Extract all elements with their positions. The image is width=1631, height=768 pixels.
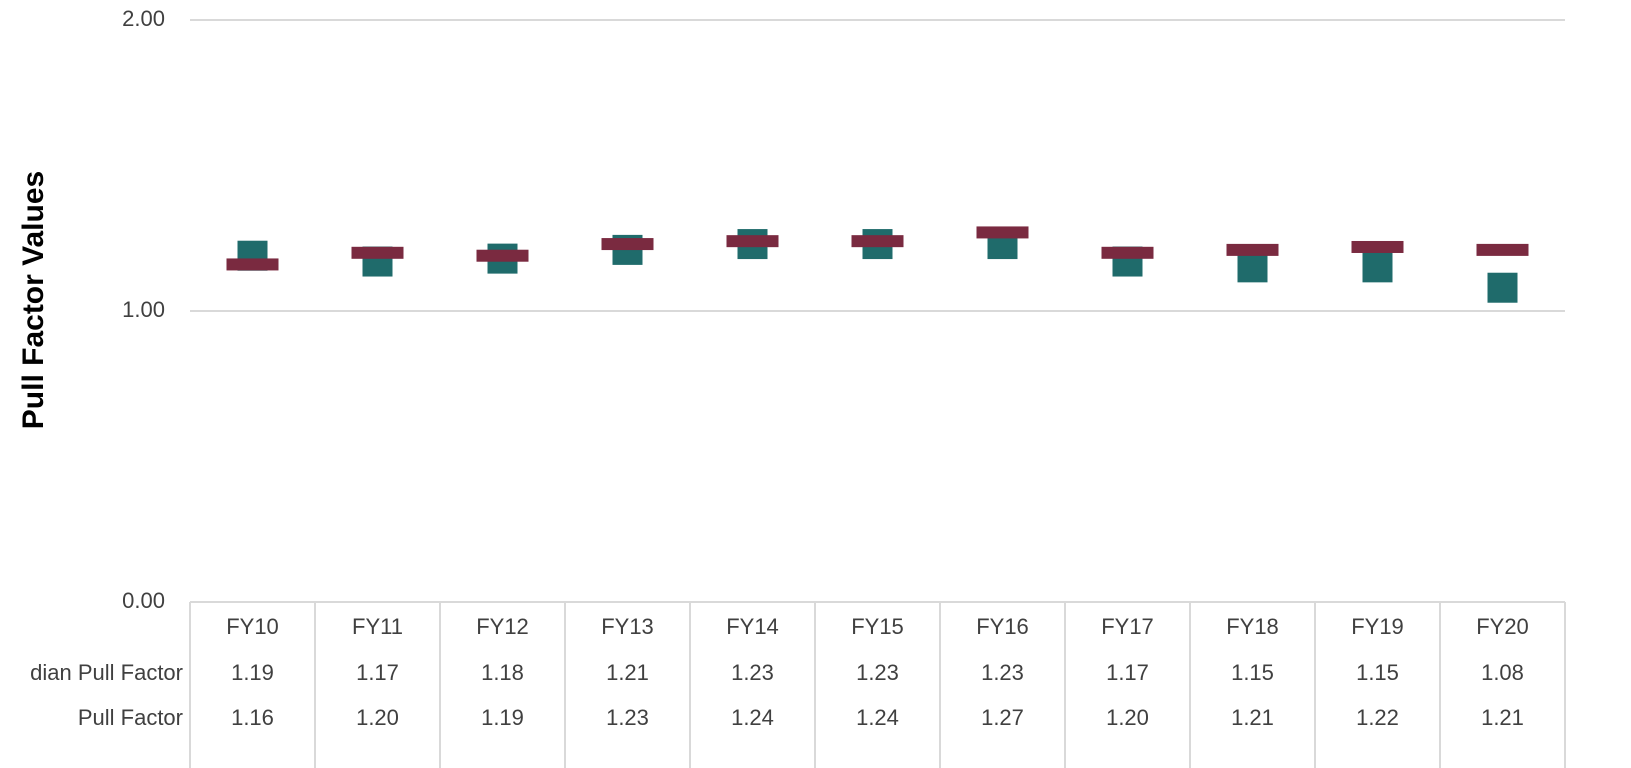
x-tick-label: FY17	[1101, 614, 1154, 639]
x-tick-label: FY10	[226, 614, 279, 639]
table-value: 1.23	[981, 660, 1024, 685]
table-value: 1.23	[731, 660, 774, 685]
x-tick-label: FY11	[352, 614, 403, 639]
table-value: 1.15	[1231, 660, 1274, 685]
mean-marker	[1226, 243, 1279, 256]
table-value: 1.16	[231, 705, 274, 730]
mean-marker	[601, 238, 654, 251]
x-tick-label: FY15	[851, 614, 904, 639]
x-tick-label: FY12	[476, 614, 529, 639]
table-value: 1.17	[356, 660, 399, 685]
table-value: 1.21	[1481, 705, 1524, 730]
table-value: 1.18	[481, 660, 524, 685]
x-tick-label: FY19	[1351, 614, 1404, 639]
series-name: dian Pull Factor	[30, 660, 183, 685]
table-value: 1.19	[231, 660, 274, 685]
table-value: 1.21	[1231, 705, 1274, 730]
table-value: 1.24	[731, 705, 774, 730]
series-name: Pull Factor	[78, 705, 183, 730]
table-value: 1.20	[1106, 705, 1149, 730]
table-value: 1.08	[1481, 660, 1524, 685]
x-tick-label: FY16	[976, 614, 1029, 639]
table-value: 1.15	[1356, 660, 1399, 685]
x-tick-label: FY20	[1476, 614, 1529, 639]
table-value: 1.17	[1106, 660, 1149, 685]
y-axis-title: Pull Factor Values	[17, 171, 50, 429]
table-value: 1.23	[606, 705, 649, 730]
table-value: 1.24	[856, 705, 899, 730]
mean-marker	[976, 226, 1029, 239]
mean-marker	[726, 235, 779, 248]
median-marker	[1237, 252, 1268, 283]
mean-marker	[1101, 246, 1154, 259]
y-tick-label: 2.00	[122, 6, 165, 31]
mean-marker	[351, 246, 404, 259]
median-marker	[1362, 252, 1393, 283]
table-value: 1.19	[481, 705, 524, 730]
mean-marker	[1476, 243, 1529, 256]
x-tick-label: FY18	[1226, 614, 1279, 639]
table-value: 1.23	[856, 660, 899, 685]
x-tick-label: FY13	[601, 614, 654, 639]
table-value: 1.22	[1356, 705, 1399, 730]
x-tick-label: FY14	[726, 614, 779, 639]
y-tick-label: 1.00	[122, 297, 165, 322]
table-value: 1.27	[981, 705, 1024, 730]
mean-marker	[1351, 240, 1404, 253]
table-value: 1.21	[606, 660, 649, 685]
mean-marker	[226, 258, 279, 271]
y-tick-label: 0.00	[122, 588, 165, 613]
mean-marker	[476, 249, 529, 262]
mean-marker	[851, 235, 904, 248]
median-marker	[1487, 272, 1518, 303]
table-value: 1.20	[356, 705, 399, 730]
